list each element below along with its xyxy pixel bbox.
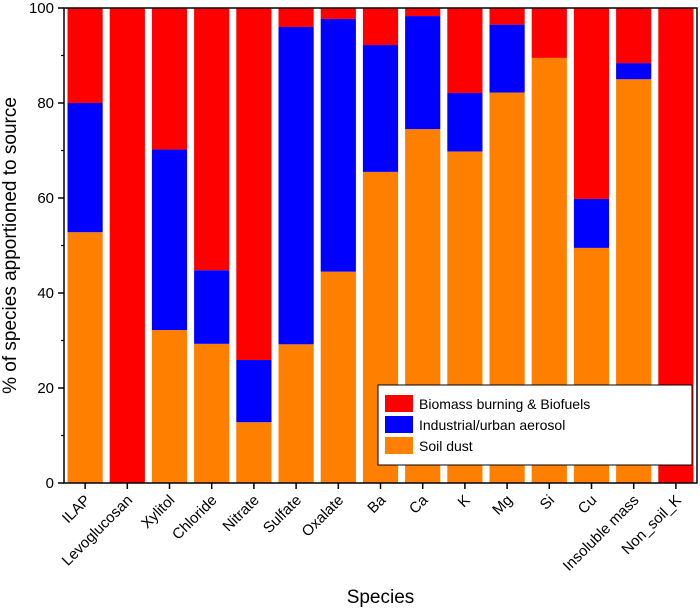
bar-segment-sulfate-industrial bbox=[278, 27, 314, 345]
bar-segment-mg-industrial bbox=[489, 24, 525, 93]
bar-segment-ilap-soil bbox=[67, 232, 103, 483]
x-tick-label: K bbox=[455, 492, 474, 511]
x-tick-label: Ca bbox=[406, 491, 432, 517]
legend-label-industrial: Industrial/urban aerosol bbox=[419, 417, 565, 433]
bar-segment-ca-biomass bbox=[405, 8, 441, 17]
x-tick-label: Oxalate bbox=[299, 492, 348, 541]
x-tick-label: Chloride bbox=[169, 492, 221, 544]
bar-segment-ba-biomass bbox=[362, 8, 399, 46]
x-tick-label: Ba bbox=[364, 491, 389, 516]
bar-segment-insoluble-mass-industrial bbox=[616, 63, 652, 80]
bar-segment-chloride-biomass bbox=[194, 8, 230, 271]
legend: Biomass burning & Biofuels Industrial/urb… bbox=[377, 384, 693, 466]
y-tick-label: 40 bbox=[37, 285, 54, 302]
bar-segment-si-biomass bbox=[531, 8, 567, 58]
legend-label-biomass: Biomass burning & Biofuels bbox=[419, 396, 590, 412]
x-tick-label: Sulfate bbox=[260, 492, 305, 537]
bar-segment-sulfate-biomass bbox=[278, 8, 314, 27]
bar-segment-chloride-industrial bbox=[194, 270, 230, 344]
bar-segment-oxalate-soil bbox=[320, 271, 356, 484]
x-tick-label: Si bbox=[537, 492, 558, 513]
legend-label-soil: Soil dust bbox=[419, 438, 473, 454]
y-tick-label: 20 bbox=[37, 380, 54, 397]
bar-segment-xylitol-biomass bbox=[151, 8, 188, 150]
bar-segment-xylitol-industrial bbox=[151, 149, 188, 331]
legend-swatch-industrial bbox=[385, 416, 413, 433]
bar-segment-nitrate-biomass bbox=[236, 8, 272, 360]
bar-segment-oxalate-industrial bbox=[320, 18, 356, 272]
x-tick-label: Mg bbox=[489, 492, 516, 519]
bar-segment-sulfate-soil bbox=[278, 344, 314, 483]
bar-segment-xylitol-soil bbox=[151, 330, 188, 483]
bar-segment-k-industrial bbox=[447, 93, 483, 152]
bar-segment-ca-industrial bbox=[405, 16, 441, 130]
bar-segment-cu-biomass bbox=[573, 8, 610, 199]
x-tick-label: ILAP bbox=[59, 492, 94, 527]
bar-segment-k-biomass bbox=[447, 8, 483, 94]
x-axis-title: Species bbox=[347, 587, 415, 608]
legend-swatch-biomass bbox=[385, 395, 413, 412]
bar-segment-oxalate-biomass bbox=[320, 8, 356, 19]
y-axis-title: % of species apportioned to source bbox=[0, 97, 21, 394]
y-tick-label: 60 bbox=[37, 190, 54, 207]
bar-segment-levoglucosan-biomass bbox=[109, 8, 145, 483]
bar-segment-mg-biomass bbox=[489, 8, 525, 25]
bar-segment-insoluble-mass-biomass bbox=[616, 8, 652, 64]
y-tick-label: 0 bbox=[46, 475, 54, 492]
y-tick-label: 80 bbox=[37, 95, 54, 112]
x-tick-label: Xylitol bbox=[138, 492, 178, 532]
bar-segment-ba-industrial bbox=[362, 45, 399, 172]
bar-segment-nitrate-industrial bbox=[236, 359, 272, 423]
bar-segment-cu-industrial bbox=[573, 198, 610, 248]
bar-segment-ilap-industrial bbox=[67, 103, 103, 233]
y-axis: 0 20 40 60 80 100 bbox=[29, 0, 64, 492]
bar-segment-nitrate-soil bbox=[236, 422, 272, 483]
legend-swatch-soil bbox=[385, 437, 413, 454]
y-tick-label: 100 bbox=[29, 0, 54, 17]
x-tick-label: Nitrate bbox=[219, 492, 262, 535]
legend-box bbox=[377, 384, 693, 466]
x-tick-label: Cu bbox=[575, 492, 601, 518]
bar-segment-ilap-biomass bbox=[67, 8, 103, 103]
bar-segment-chloride-soil bbox=[194, 343, 230, 483]
